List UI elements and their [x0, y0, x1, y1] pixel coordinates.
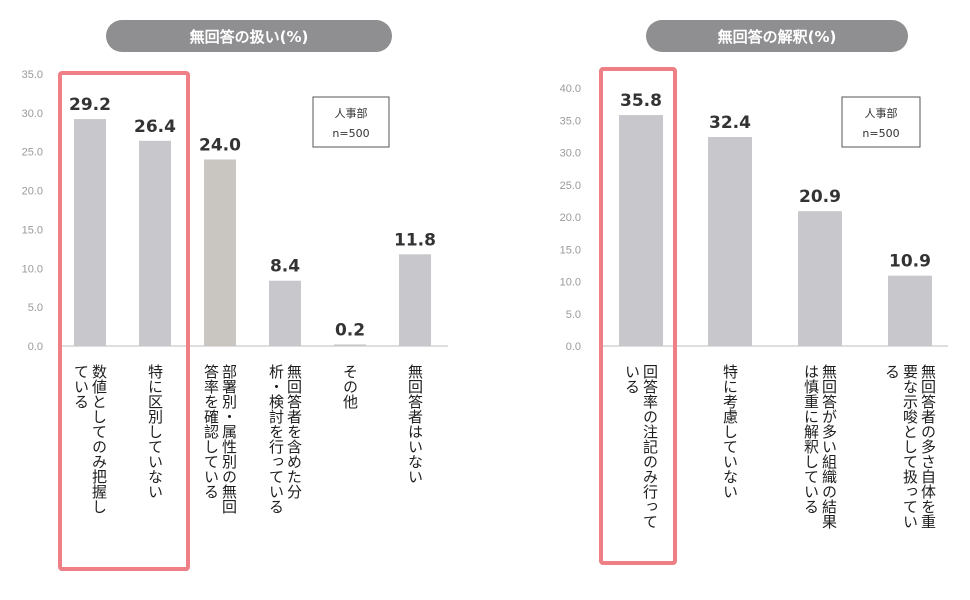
highlight-box-right: [599, 67, 677, 565]
legend-dept-left: 人事部: [335, 106, 368, 120]
bar: [139, 140, 171, 346]
bar: [334, 344, 366, 346]
chart-left: 無回答の扱い(%) 0.0 5.0 10.0 15.0 20.0 25.0 30.0 35.0…: [22, 20, 448, 571]
y-tick-label: 30.0: [22, 108, 43, 120]
legend-frame-left: [312, 96, 390, 148]
bar: [798, 211, 842, 346]
title-pill-left: [106, 20, 392, 52]
legend-box-right: 人事部 n=500: [841, 96, 921, 148]
y-tick-label: 10.0: [560, 277, 581, 289]
y-tick-label: 35.0: [560, 115, 581, 127]
data-label: 26.4: [134, 117, 176, 137]
category-label: 数値としてのみ把握し: [90, 364, 108, 514]
y-tick-label: 35.0: [22, 69, 43, 81]
bar: [269, 280, 301, 346]
chart-right: 無回答の解釈(%) 0.0 5.0 10.0 15.0 20.0 25.0 30.0 35.0…: [560, 20, 948, 565]
category-label: 析・検討を行っている: [267, 364, 285, 514]
category-label: 特に考慮していない: [721, 364, 739, 499]
y-tick-label: 0.0: [566, 341, 581, 353]
y-tick-label: 5.0: [566, 309, 581, 321]
category-label: 要な示唆として扱ってい: [901, 364, 919, 529]
category-label: る: [883, 364, 901, 379]
y-tick-label: 30.0: [560, 148, 581, 160]
chart-title-right: 無回答の解釈(%): [718, 28, 837, 46]
highlight-box-left: [58, 71, 190, 571]
category-label: 特に区別していない: [146, 364, 164, 499]
category-label: 回答率の注記のみ行って: [641, 364, 659, 529]
data-label: 29.2: [69, 95, 111, 115]
y-tick-label: 25.0: [560, 180, 581, 192]
data-label: 32.4: [709, 113, 751, 133]
y-tick-label: 20.0: [560, 212, 581, 224]
data-label: 35.8: [620, 91, 662, 111]
y-tick-label: 15.0: [560, 244, 581, 256]
legend-n-left: n=500: [332, 127, 369, 140]
category-label: いる: [623, 364, 641, 394]
legend-dept-right: 人事部: [865, 106, 898, 120]
bars-left: [74, 119, 431, 347]
y-axis-right: 0.0 5.0 10.0 15.0 20.0 25.0 30.0 35.0 40.0: [560, 83, 581, 353]
data-label: 10.9: [889, 252, 931, 272]
category-label: その他: [341, 364, 359, 410]
chart-title-left: 無回答の扱い(%): [190, 28, 309, 46]
bar: [399, 254, 431, 346]
data-label: 8.4: [270, 257, 300, 277]
y-tick-label: 20.0: [22, 186, 43, 198]
category-label: 無回答者の多さ自体を重: [919, 364, 937, 529]
category-label: 部署別・属性別の無回: [220, 364, 238, 514]
category-label: 無回答者はいない: [406, 364, 424, 484]
data-label: 20.9: [799, 187, 841, 207]
y-tick-label: 40.0: [560, 83, 581, 95]
category-label: は慎重に解釈している: [802, 364, 820, 514]
legend-box-left: 人事部 n=500: [312, 96, 390, 148]
legend-frame-right: [841, 96, 921, 148]
category-label: 無回答者を含めた分: [285, 364, 303, 500]
legend-n-right: n=500: [862, 127, 899, 140]
bar: [708, 137, 752, 346]
bar: [619, 115, 663, 346]
value-labels-right: 35.8 32.4 20.9 10.9: [620, 91, 931, 272]
y-tick-label: 0.0: [28, 341, 43, 353]
value-labels-left: 29.2 26.4 24.0 8.4 0.2 11.8: [69, 95, 436, 340]
y-tick-label: 5.0: [28, 302, 43, 314]
y-axis-left: 0.0 5.0 10.0 15.0 20.0 25.0 30.0 35.0: [22, 69, 43, 353]
category-label: ている: [72, 364, 90, 409]
bar: [888, 275, 932, 346]
data-label: 24.0: [199, 135, 241, 155]
bar: [74, 119, 106, 347]
category-label: 無回答が多い組織の結果: [820, 364, 838, 529]
data-label: 11.8: [394, 230, 436, 250]
bars-right: [619, 115, 932, 346]
y-tick-label: 10.0: [22, 263, 43, 275]
y-tick-label: 25.0: [22, 147, 43, 159]
bar: [204, 159, 236, 346]
y-tick-label: 15.0: [22, 224, 43, 236]
title-pill-right: [646, 20, 908, 52]
data-label: 0.2: [335, 320, 365, 340]
category-label: 答率を確認している: [202, 364, 220, 499]
